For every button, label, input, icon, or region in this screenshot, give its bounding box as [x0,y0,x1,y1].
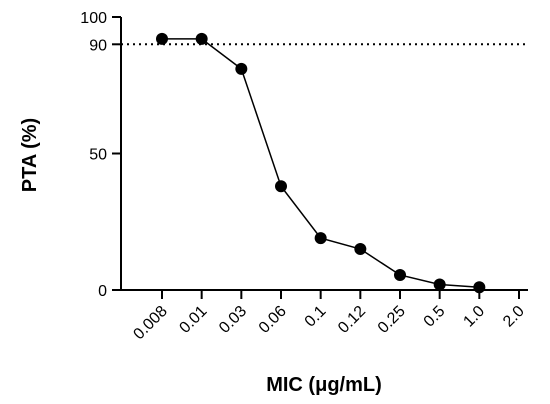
series-group [156,32,486,294]
x-tick-label: 0.06 [256,303,290,337]
x-tick-label: 0.01 [176,303,210,337]
x-axis: 0.008 0.01 0.03 0.06 0.1 0.12 0.25 0.5 1.0 2.0 [121,289,528,343]
x-tick-label: 0.25 [375,303,409,337]
y-axis-title: PTA (%) [19,118,41,192]
y-tick-label: 0 [98,283,107,300]
x-tick-label: 0.5 [421,303,449,331]
x-tick-label: 2.0 [500,303,528,331]
data-point [156,32,168,45]
y-axis: 0 50 90 100 [80,10,122,300]
x-tick-label: 0.03 [216,303,250,337]
data-point [314,232,327,245]
y-tick-label: 100 [80,10,107,27]
y-tick-label: 50 [89,147,107,164]
x-tick-label: 0.1 [302,303,330,331]
y-tick-label: 90 [89,37,107,54]
data-point [235,62,248,75]
x-tick-label: 1.0 [460,303,488,331]
x-tick-label: 0.12 [335,303,369,337]
data-point [275,180,287,193]
x-tick-label: 0.008 [130,303,170,343]
x-axis-title: MIC (μg/mL) [266,374,382,396]
data-point [195,32,208,45]
data-point [354,243,367,256]
data-point [433,278,446,291]
data-point [394,268,406,281]
series-line [162,38,480,289]
